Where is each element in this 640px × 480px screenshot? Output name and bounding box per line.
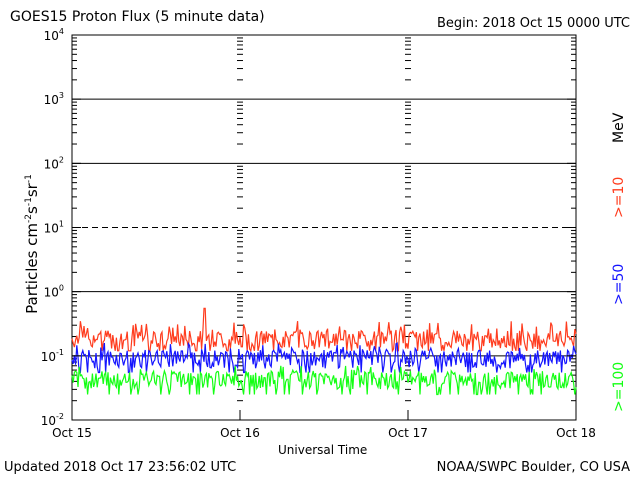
series-line-1 — [71, 341, 577, 374]
x-tick-label-2: Oct 17 — [388, 426, 428, 440]
y-tick-label-5: 103 — [44, 91, 64, 107]
legend-units: MeV — [611, 112, 627, 143]
x-axis-label: Universal Time — [278, 443, 368, 457]
y-tick-label-2: 100 — [44, 284, 64, 300]
y-tick-label-3: 101 — [44, 220, 64, 236]
y-tick-label-6: 104 — [44, 27, 64, 43]
credit-text: NOAA/SWPC Boulder, CO USA — [436, 460, 630, 475]
y-tick-label-0: 10-2 — [41, 412, 64, 428]
y-tick-label-1: 10-1 — [41, 348, 64, 364]
legend-series-10: >=10 — [611, 176, 627, 218]
updated-timestamp: Updated 2018 Oct 17 23:56:02 UTC — [4, 460, 237, 475]
y-tick-label-4: 102 — [44, 155, 64, 171]
legend-series-50: >=50 — [611, 263, 627, 305]
y-axis-label: Particles cm-2s-1sr-1 — [23, 174, 41, 314]
series-line-2 — [71, 365, 577, 396]
legend-series-100: >=100 — [611, 361, 627, 412]
series-line-0 — [71, 307, 577, 353]
x-tick-label-1: Oct 16 — [220, 426, 260, 440]
x-tick-label-0: Oct 15 — [52, 426, 92, 440]
chart-title: GOES15 Proton Flux (5 minute data) — [10, 9, 265, 25]
x-tick-label-3: Oct 18 — [556, 426, 596, 440]
begin-time: Begin: 2018 Oct 15 0000 UTC — [436, 16, 630, 31]
